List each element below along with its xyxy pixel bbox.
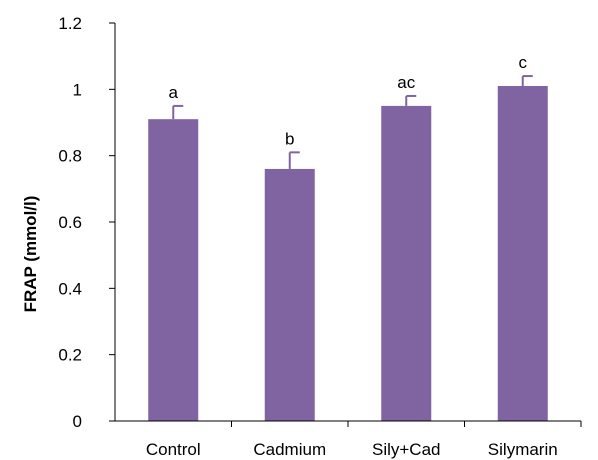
bars: a b ac c	[148, 53, 548, 422]
significance-label: a	[169, 83, 179, 102]
y-tick-label: 0.8	[58, 147, 82, 166]
category-label: Silymarin	[488, 440, 558, 459]
category-label: Sily+Cad	[372, 440, 441, 459]
y-axis-title: FRAP (mmol/l)	[21, 196, 40, 313]
bar-cadmium	[264, 168, 315, 421]
category-labels: Control Cadmium Sily+Cad Silymarin	[146, 421, 582, 459]
y-tick-label: 0.2	[58, 346, 82, 365]
y-tick-label: 0.4	[58, 279, 82, 298]
y-tick-label: 1.2	[58, 14, 82, 33]
bar-control	[148, 119, 199, 421]
significance-label: c	[519, 53, 528, 72]
category-label: Control	[146, 440, 201, 459]
y-axis-ticks: 0 0.2 0.4 0.6 0.8 1 1.2	[58, 14, 115, 431]
y-tick-label: 1	[73, 80, 82, 99]
significance-label: ac	[397, 73, 415, 92]
bar-sily-cad	[381, 105, 432, 422]
category-label: Cadmium	[253, 440, 326, 459]
y-tick-label: 0	[73, 412, 82, 431]
significance-label: b	[285, 129, 294, 148]
bar-silymarin	[497, 86, 548, 422]
y-tick-label: 0.6	[58, 213, 82, 232]
